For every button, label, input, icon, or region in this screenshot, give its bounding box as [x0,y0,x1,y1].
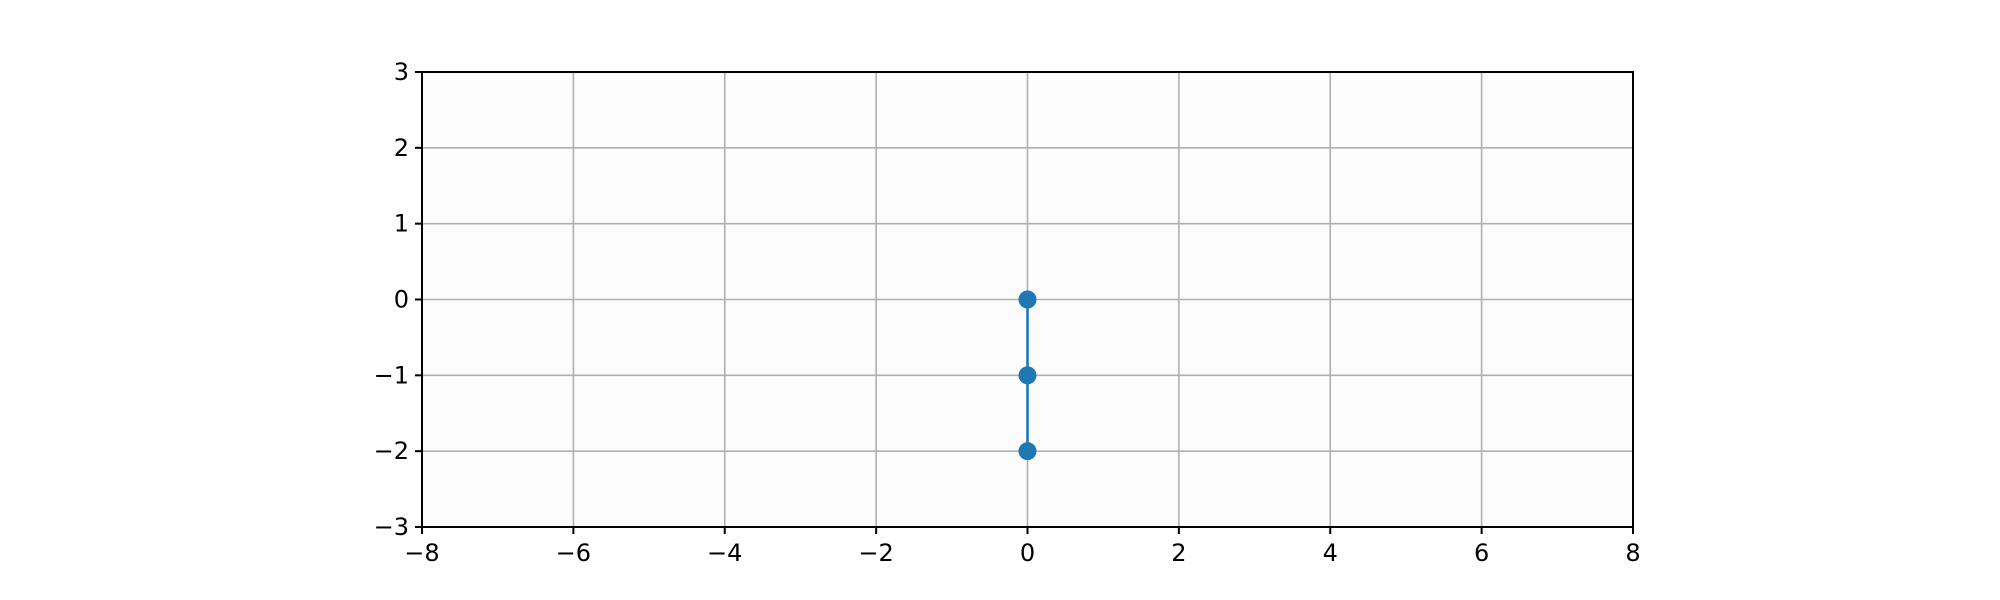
x-tick-label: 8 [1625,539,1640,567]
y-tick-label: 3 [394,58,409,86]
data-point [1018,290,1037,309]
x-tick-label: −6 [556,539,591,567]
x-tick-label: −4 [707,539,742,567]
y-tick-label: −3 [374,513,409,541]
y-tick-label: 1 [394,210,409,238]
y-axis: −3 −2 −1 0 1 2 3 [374,58,422,541]
x-axis: −8 −6 −4 −2 0 2 4 6 8 [404,527,1641,567]
x-tick-label: −8 [404,539,439,567]
x-tick-label: 4 [1323,539,1338,567]
x-tick-label: 2 [1171,539,1186,567]
data-point [1018,366,1037,385]
x-tick-label: 6 [1474,539,1489,567]
y-tick-label: −2 [374,437,409,465]
data-point [1018,442,1037,461]
y-tick-label: −1 [374,361,409,389]
x-tick-label: 0 [1020,539,1035,567]
y-tick-label: 0 [394,286,409,314]
y-tick-label: 2 [394,134,409,162]
x-tick-label: −2 [858,539,893,567]
series-layer [1018,290,1037,461]
